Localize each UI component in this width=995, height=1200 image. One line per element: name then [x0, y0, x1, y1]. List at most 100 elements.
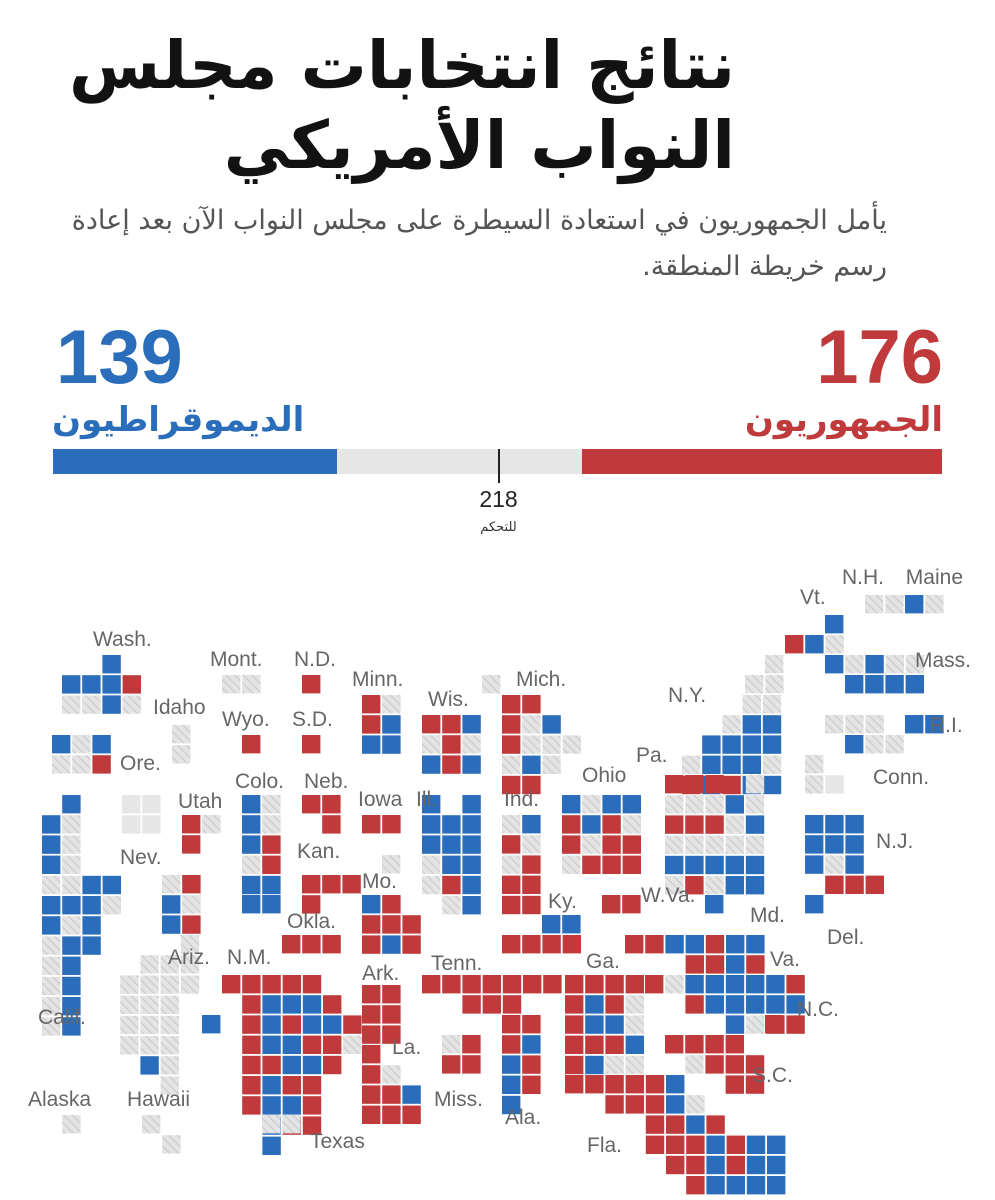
district-tile [742, 715, 761, 734]
district-tile [522, 815, 541, 834]
district-tile [542, 735, 561, 754]
district-tile [42, 855, 61, 874]
district-tile [685, 835, 704, 854]
district-tile [742, 755, 761, 774]
district-tile [562, 815, 581, 834]
district-tile [322, 875, 341, 894]
district-tile [140, 975, 159, 994]
district-tile [885, 655, 904, 674]
district-tile [502, 1055, 521, 1074]
district-tile [42, 835, 61, 854]
district-tile [562, 735, 581, 754]
district-tile [665, 795, 684, 814]
dem-seat-count: 139 [56, 315, 183, 400]
state-label: Vt. [800, 586, 826, 609]
district-tile [162, 895, 181, 914]
district-tile [262, 895, 281, 914]
district-tile [502, 1095, 521, 1115]
district-tile [382, 895, 401, 914]
district-tile [442, 835, 461, 854]
district-tile [362, 1005, 381, 1024]
district-tile [502, 875, 521, 894]
dem-party-label: الديموقراطيون [52, 400, 305, 440]
district-tile [462, 835, 481, 854]
district-tile [746, 1176, 766, 1195]
district-tile [622, 815, 641, 834]
district-tile [160, 1036, 179, 1055]
district-tile [362, 815, 381, 834]
district-tile [142, 1115, 161, 1134]
district-tile [160, 955, 179, 974]
district-tile [462, 1055, 481, 1074]
district-tile [482, 995, 501, 1014]
district-tile [362, 1045, 381, 1064]
state-label: Mont. [210, 648, 263, 671]
district-tile [202, 815, 221, 834]
district-tile [925, 715, 944, 734]
district-tile [585, 995, 604, 1014]
district-tile [605, 1055, 624, 1075]
district-tile [62, 936, 81, 955]
district-tile [745, 835, 765, 854]
district-tile [442, 1035, 461, 1054]
district-tile [262, 1115, 281, 1134]
district-tile [302, 1035, 322, 1054]
district-tile [746, 1015, 765, 1034]
district-tile [865, 735, 884, 754]
district-tile [905, 675, 924, 694]
district-tile [765, 655, 784, 674]
district-tile [725, 815, 744, 834]
state-label: Miss. [434, 1088, 483, 1111]
district-tile [502, 715, 521, 734]
district-tile [665, 1035, 684, 1054]
district-tile [62, 675, 81, 694]
district-tile [52, 735, 71, 754]
district-tile [582, 835, 601, 854]
district-tile [726, 1135, 745, 1154]
district-tile [442, 715, 461, 734]
district-tile [565, 1035, 584, 1054]
state-label: N.Y. [668, 684, 706, 707]
district-tile [102, 655, 121, 674]
district-tile [323, 1055, 342, 1075]
state-label: Utah [178, 790, 222, 813]
district-tile [602, 835, 621, 854]
district-tile [222, 975, 241, 994]
state-label: N.J. [876, 830, 913, 853]
district-tile [706, 1115, 725, 1134]
district-tile [82, 896, 101, 915]
state-label: W.Va. [641, 884, 695, 907]
district-tile [42, 936, 61, 955]
district-tile [102, 896, 121, 915]
district-tile [645, 1075, 665, 1094]
district-tile [122, 815, 141, 834]
district-tile [705, 935, 725, 954]
district-tile [905, 655, 925, 674]
district-tile [282, 975, 301, 994]
district-tile [665, 815, 684, 834]
district-tile [502, 835, 521, 854]
district-tile [462, 875, 481, 895]
district-tile [62, 855, 81, 874]
state-label: N.H. [842, 566, 884, 589]
state-label: Ore. [120, 752, 161, 775]
district-tile [72, 735, 91, 754]
district-tile [762, 715, 782, 734]
district-tile [905, 595, 924, 614]
district-tile [462, 715, 481, 734]
district-tile [62, 1115, 81, 1134]
majority-marker [497, 449, 500, 483]
district-tile [242, 975, 261, 994]
district-tile [665, 775, 684, 794]
district-tile [725, 1035, 744, 1054]
district-tile [705, 975, 724, 994]
district-tile [885, 595, 904, 614]
district-tile [162, 1135, 181, 1154]
district-tile [422, 835, 441, 854]
district-tile [625, 1035, 644, 1054]
district-tile [725, 1015, 745, 1034]
district-tile [605, 1075, 624, 1094]
district-tile [382, 1065, 401, 1084]
district-tile [625, 1055, 644, 1075]
district-tile [262, 815, 281, 834]
